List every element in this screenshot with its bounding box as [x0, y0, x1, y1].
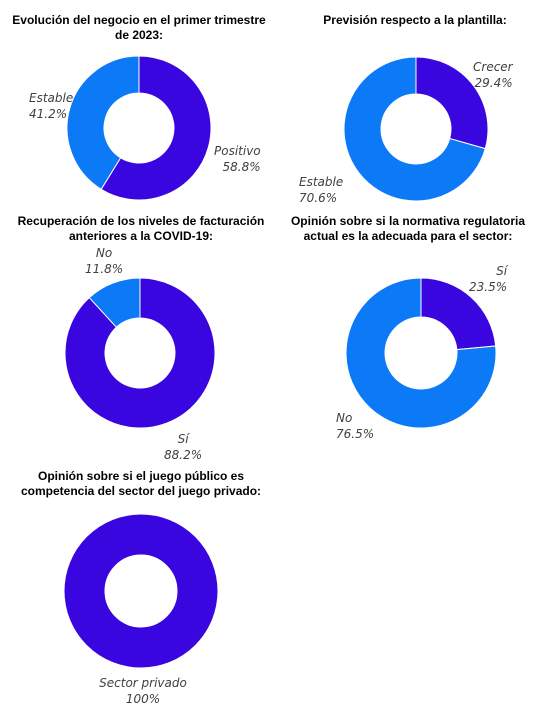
slice-label: Estable 70.6% [299, 174, 343, 206]
slice-label-value: 100% [125, 692, 161, 706]
slice-label: No 11.8% [85, 245, 123, 277]
slice-label-value: 88.2% [164, 448, 203, 462]
slice-label-name: Crecer [473, 60, 513, 74]
slice-label: No 76.5% [336, 410, 374, 442]
slice-label-name: Positivo [214, 144, 261, 158]
donut-chart [64, 277, 216, 429]
slice-label-value: 76.5% [336, 427, 375, 441]
slice-label: Estable 41.2% [29, 90, 73, 122]
slice-label-name: No [336, 411, 353, 425]
slice-label: Positivo 58.8% [214, 143, 261, 175]
donut-chart [63, 513, 219, 669]
donut-slice [415, 56, 489, 150]
slice-label-name: Sector privado [99, 676, 187, 690]
donut-slice [420, 277, 497, 351]
slice-label-name: Estable [299, 175, 344, 189]
slice-label-name: Estable [29, 91, 74, 105]
slice-label-value: 58.8% [222, 160, 261, 174]
slice-label: Sí 88.2% [164, 431, 202, 463]
chart-title: Evolución del negocio en el primer trime… [12, 13, 266, 42]
donut-slice [63, 513, 219, 669]
donut-chart [343, 56, 489, 202]
slice-label-value: 29.4% [474, 76, 513, 90]
chart-title: Opinión sobre si el juego público es com… [20, 469, 262, 498]
slice-label: Sector privado 100% [81, 675, 205, 707]
donut-slice [343, 56, 486, 202]
donut-slice [345, 277, 497, 429]
slice-label-value: 41.2% [29, 107, 68, 121]
donut-slice [64, 277, 216, 429]
slice-label-name: No [95, 246, 113, 260]
chart-title: Opinión sobre si la normativa regulatori… [290, 214, 526, 243]
slice-label-value: 23.5% [469, 280, 508, 294]
slice-label: Sí 23.5% [469, 263, 507, 295]
slice-label-name: Sí [496, 264, 508, 278]
donut-slice [88, 277, 141, 328]
slice-label-name: Sí [177, 432, 189, 446]
donut-chart [345, 277, 497, 429]
donut-slice [100, 55, 212, 201]
donut-chart [66, 55, 212, 201]
slice-label-value: 11.8% [85, 262, 124, 276]
chart-title: Previsión respecto a la plantilla: [323, 13, 507, 27]
chart-title: Recuperación de los niveles de facturaci… [17, 214, 265, 243]
slice-label-value: 70.6% [299, 191, 338, 205]
donut-slice [66, 55, 140, 190]
slice-label: Crecer 29.4% [473, 59, 513, 91]
